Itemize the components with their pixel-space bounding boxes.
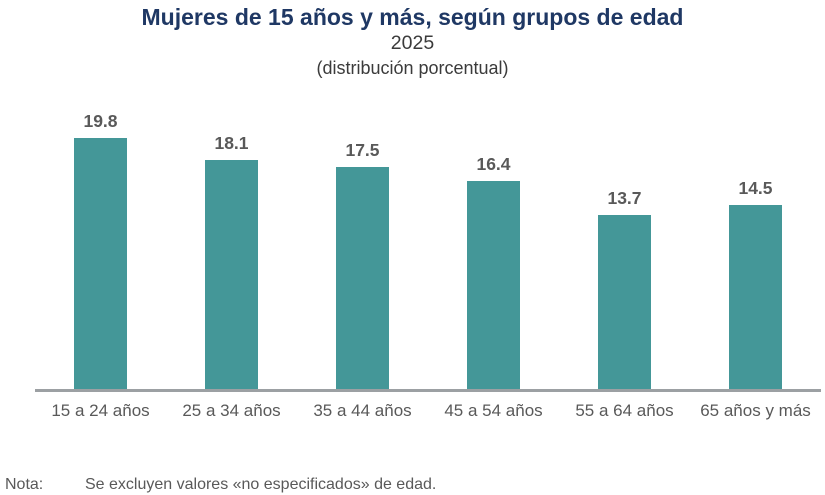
x-axis-tick-label: 35 a 44 años — [313, 401, 412, 420]
chart-year: 2025 — [390, 32, 435, 54]
bar-group: 16.4 — [428, 107, 559, 389]
x-axis-tick-label: 55 a 64 años — [575, 401, 674, 420]
bar-group: 14.5 — [690, 107, 821, 389]
bar-group: 17.5 — [297, 107, 428, 389]
bar-value-label: 13.7 — [607, 188, 642, 209]
note-label: Nota: — [5, 476, 44, 493]
note-line: Nota: Se excluyen valores «no especificad… — [5, 473, 820, 495]
bar — [467, 181, 520, 389]
x-axis-tick-label: 25 a 34 años — [182, 401, 281, 420]
plot-area: 19.8 18.1 17.5 16.4 13.7 14.5 — [35, 107, 821, 389]
bar — [336, 167, 389, 389]
bar — [205, 159, 258, 389]
chart-unit-note: (distribución porcentual) — [316, 58, 509, 78]
bar-value-label: 19.8 — [83, 110, 118, 131]
bar-value-label: 17.5 — [345, 140, 380, 161]
bar-value-label: 18.1 — [214, 132, 249, 153]
chart-header: Mujeres de 15 años y más, según grupos d… — [0, 0, 825, 80]
chart-title: Mujeres de 15 años y más, según grupos d… — [141, 4, 684, 30]
bar-value-label: 16.4 — [476, 154, 511, 174]
bar — [729, 205, 782, 389]
x-axis-tick-label: 65 años y más — [700, 401, 811, 420]
note-text: Se excluyen valores «no especificados» d… — [85, 476, 437, 493]
x-axis-tick-label: 15 a 24 años — [51, 401, 150, 420]
bar-group: 13.7 — [559, 107, 690, 389]
bar-chart: 19.8 18.1 17.5 16.4 13.7 14.5 15 a 24 años 25 … — [35, 107, 821, 421]
bar-group: 19.8 — [35, 107, 166, 389]
footnotes: Nota: Se excluyen valores «no especificad… — [5, 437, 820, 495]
x-axis-tick-label: 45 a 54 años — [444, 401, 543, 420]
bar — [74, 137, 127, 389]
x-axis-line — [35, 389, 821, 392]
bar-value-label: 14.5 — [738, 178, 773, 199]
bar — [598, 215, 651, 389]
x-axis-labels: 15 a 24 años 25 a 34 años 35 a 44 años 45 a… — [35, 392, 821, 421]
bar-group: 18.1 — [166, 107, 297, 389]
